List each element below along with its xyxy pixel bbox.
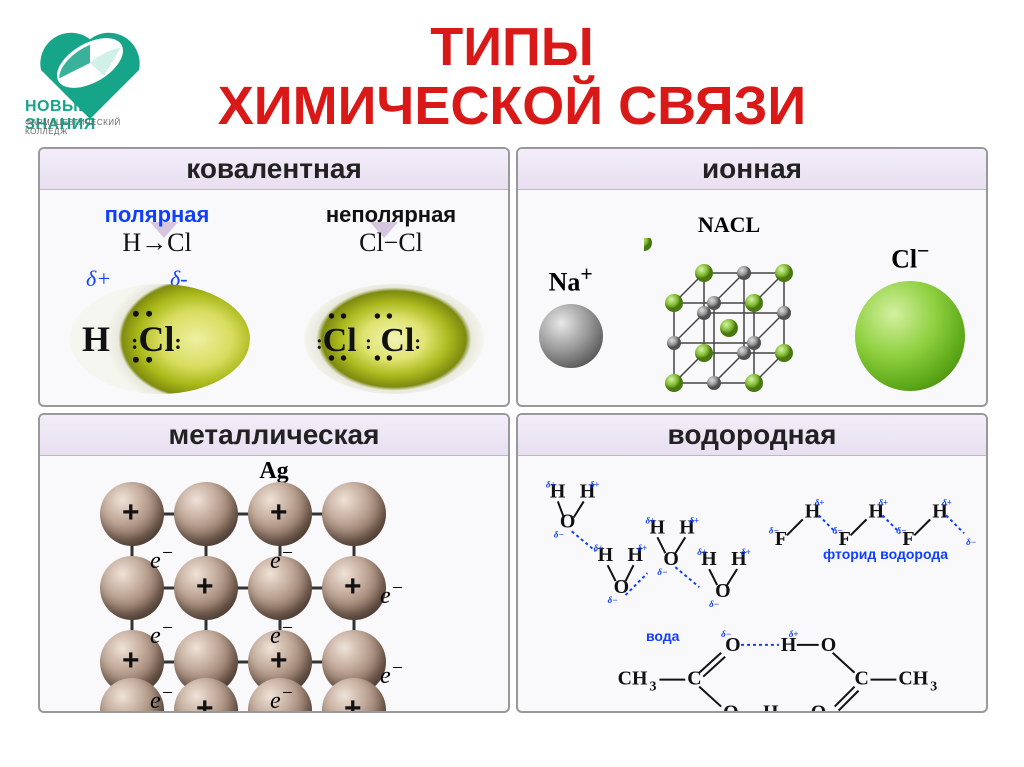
plus-icon: + (344, 570, 362, 604)
covalent-nonpolar-column: неполярная Cl−Cl • • :Cl • • : Cl: • • •… (274, 190, 508, 404)
polar-label: полярная (40, 190, 274, 228)
nonpolar-label: неполярная (274, 190, 508, 228)
nonpolar-formula: Cl−Cl (274, 228, 508, 258)
svg-text:δ−: δ− (608, 595, 618, 605)
svg-text:δ+: δ+ (942, 497, 952, 507)
panel-hydrogen: водородная HH O HH O (516, 413, 988, 713)
svg-text:δ−: δ− (657, 567, 667, 577)
lattice-diagram (644, 238, 814, 407)
hydrogen-diagram: HH O HH O HH O (518, 456, 986, 713)
svg-text:δ+: δ+ (645, 515, 655, 525)
svg-text:H: H (763, 701, 779, 712)
logo: НОВЫЕ ЗНАНИЯ ФАРМАЦЕВТИЧЕСКИЙ КОЛЛЕДЖ (20, 10, 160, 130)
na-label: Na+ (539, 262, 603, 298)
svg-text:δ+: δ+ (815, 497, 825, 507)
svg-text:δ+: δ+ (878, 497, 888, 507)
covalent-polar-column: полярная H→Cl δ+ δ- H • • :Cl: • • (40, 190, 274, 404)
plus-icon: + (270, 496, 288, 530)
svg-text:δ−: δ− (554, 529, 564, 539)
panel-grid: ковалентная полярная H→Cl δ+ δ- H • • :C… (0, 147, 1024, 713)
electron-label: e− (150, 617, 174, 650)
svg-text:δ−: δ− (769, 525, 779, 535)
water-label: вода (646, 628, 679, 644)
svg-text:CH: CH (618, 667, 648, 689)
svg-text:δ+: δ+ (594, 543, 604, 553)
svg-text:δ+: δ+ (637, 543, 647, 553)
svg-text:O: O (821, 634, 836, 656)
lattice: NACL (644, 212, 814, 407)
metal-atom (322, 482, 386, 546)
plus-icon: + (122, 644, 140, 678)
svg-text:δ+: δ+ (697, 547, 707, 557)
electron-label: e− (270, 542, 294, 575)
na-sphere (539, 304, 603, 368)
plus-icon: + (196, 570, 214, 604)
panel-ionic: ионная Na+ NACL (516, 147, 988, 407)
plus-icon: + (122, 496, 140, 530)
lattice-label: NACL (644, 212, 814, 238)
svg-text:δ+: δ+ (741, 547, 751, 557)
plus-icon: + (196, 692, 214, 713)
svg-text:δ+: δ+ (546, 479, 556, 489)
metallic-label: Ag (259, 458, 288, 485)
electron-label: e− (380, 577, 404, 610)
polar-lewis: H • • :Cl: • • (82, 318, 182, 360)
svg-text:C: C (855, 667, 869, 689)
svg-text:δ−: δ− (709, 599, 719, 609)
electron-label: e− (270, 617, 294, 650)
na-ion: Na+ (539, 262, 603, 374)
nonpolar-lewis: • • :Cl • • : Cl: • • • • (316, 322, 421, 360)
polar-formula: H→Cl (40, 228, 274, 258)
delta-plus: δ+ (86, 266, 111, 292)
metallic-header: металлическая (40, 415, 508, 456)
svg-text:δ+: δ+ (789, 629, 799, 639)
svg-text:δ+: δ+ (590, 479, 600, 489)
ionic-header: ионная (518, 149, 986, 190)
logo-subtext: ФАРМАЦЕВТИЧЕСКИЙ КОЛЛЕДЖ (25, 118, 160, 136)
panel-metallic: металлическая Ag ++++++++e−e−e−e (38, 413, 510, 713)
metallic-lattice: ++++++++e−e−e−e−e−e−e−e− (100, 482, 450, 712)
hydrogen-header: водородная (518, 415, 986, 456)
hf-label: фторид водорода (823, 546, 948, 562)
plus-icon: + (344, 692, 362, 713)
covalent-header: ковалентная (40, 149, 508, 190)
cl-label: Cl− (855, 239, 965, 275)
electron-label: e− (150, 682, 174, 713)
cl-sphere (855, 281, 965, 391)
svg-text:O: O (811, 701, 826, 712)
svg-text:δ−: δ− (833, 525, 843, 535)
svg-text:O: O (723, 701, 738, 712)
svg-text:3: 3 (649, 679, 656, 694)
electron-label: e− (270, 682, 294, 713)
svg-text:δ−: δ− (966, 537, 976, 547)
svg-text:δ−: δ− (721, 629, 731, 639)
metal-atom (174, 482, 238, 546)
electron-label: e− (150, 542, 174, 575)
svg-text:δ−: δ− (896, 525, 906, 535)
electron-label: e− (380, 657, 404, 690)
svg-text:3: 3 (930, 679, 937, 694)
svg-text:δ+: δ+ (689, 515, 699, 525)
panel-covalent: ковалентная полярная H→Cl δ+ δ- H • • :C… (38, 147, 510, 407)
svg-text:CH: CH (898, 667, 928, 689)
cl-ion: Cl− (855, 239, 965, 397)
